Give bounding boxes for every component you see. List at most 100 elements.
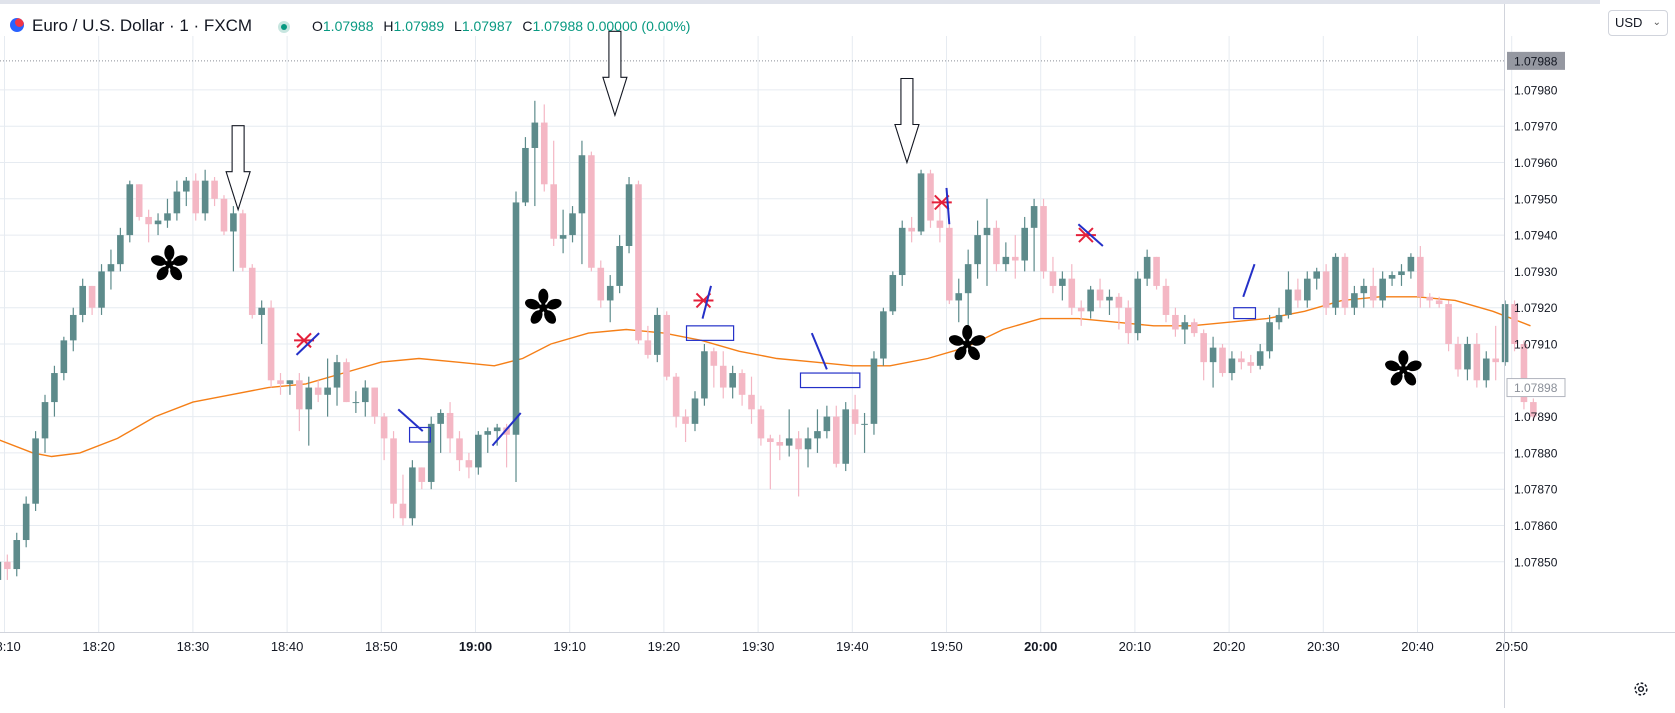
candle [201,169,209,221]
candle-body [324,387,331,395]
candle [239,209,247,272]
candle-body [484,431,492,435]
symbol-title[interactable]: Euro / U.S. Dollar · 1 · FXCM [32,16,253,35]
candle [446,402,454,453]
candle-body [1219,347,1226,374]
gear-icon[interactable] [1632,680,1650,698]
candle [69,307,77,352]
candle [1238,351,1245,370]
candle-body [399,503,407,519]
candle-body [314,387,322,395]
asterisk-annotation [525,288,562,324]
x-tick-label: 18:20 [82,639,115,654]
ma-value-badge [1506,378,1566,398]
candle [767,434,774,490]
candle [1256,344,1264,370]
candle-body [22,503,30,541]
candle-body [305,387,313,410]
candle-body [654,314,661,355]
red-star-mark [1075,227,1096,243]
market-status-icon[interactable] [278,21,290,33]
candle-body [13,540,21,570]
candle [795,431,802,497]
candle [851,394,859,435]
candle [145,209,152,243]
candle [748,376,755,424]
asterisk-petal [530,310,543,324]
asterisk-petal [1385,360,1400,372]
candle-body [1228,358,1236,374]
candle-body [1162,285,1170,315]
candle [1200,329,1207,381]
candle-body [823,416,831,432]
candle [1228,351,1236,381]
candle [1219,344,1226,377]
candle [258,300,265,344]
asterisk-petal [538,288,549,304]
candle-body [832,416,840,464]
trend-line-annotation [295,332,320,356]
candle-body [814,431,821,439]
candle [230,206,237,272]
candle-body [644,340,652,355]
candle [296,373,303,432]
candle-body [267,307,275,381]
candle [1162,278,1170,323]
candle-body [964,264,972,294]
candle [1398,264,1405,286]
candle-body [0,561,2,580]
candle [173,180,181,221]
candle-body [135,184,143,217]
candle-body [955,293,963,301]
candle [785,409,793,457]
candle-body [898,227,906,276]
ohlc-legend: O1.07988 H1.07989 L1.07987 C1.07988 0.00… [312,18,696,34]
open-label: O [312,18,323,34]
candle [597,260,605,308]
candle [1426,293,1434,308]
candle-body [851,409,859,424]
candle-body [927,173,934,221]
candle [1153,256,1160,290]
candle [164,198,171,228]
candle-body [946,227,953,301]
candle-body [427,423,435,482]
candle-body [1464,344,1471,370]
candle [437,409,444,453]
candle [1059,271,1066,301]
candle [1077,300,1085,326]
candle-body [343,362,350,403]
trend-line-annotation [491,412,522,447]
asterisk-petal [544,310,557,324]
candle-body [1341,256,1349,308]
candle-body [729,373,736,388]
candle [352,391,360,413]
candle-body [710,351,718,366]
candle [1407,253,1415,279]
candle-body [1096,289,1104,301]
candle [286,380,294,395]
asterisk-petal [156,266,169,281]
candle-body [908,227,915,232]
candle [32,431,39,511]
candle-body [588,155,595,268]
candle-body [1002,256,1010,265]
candle [107,249,115,290]
x-tick-label: 20:20 [1213,639,1246,654]
candle-body [616,245,623,286]
candle-body [1106,296,1113,301]
y-tick-label: 1.07950 [1514,192,1558,206]
asterisk-petal [954,346,967,361]
candle-body [1059,278,1066,286]
candle [1379,271,1386,308]
candle-body [220,198,228,232]
candle [1096,278,1104,308]
candle-body [701,351,708,399]
candle [1172,307,1179,337]
candle-body [117,235,124,265]
high-label: H [383,18,394,34]
candle [1143,249,1151,286]
currency-select[interactable]: USD ⌄ [1608,10,1668,36]
